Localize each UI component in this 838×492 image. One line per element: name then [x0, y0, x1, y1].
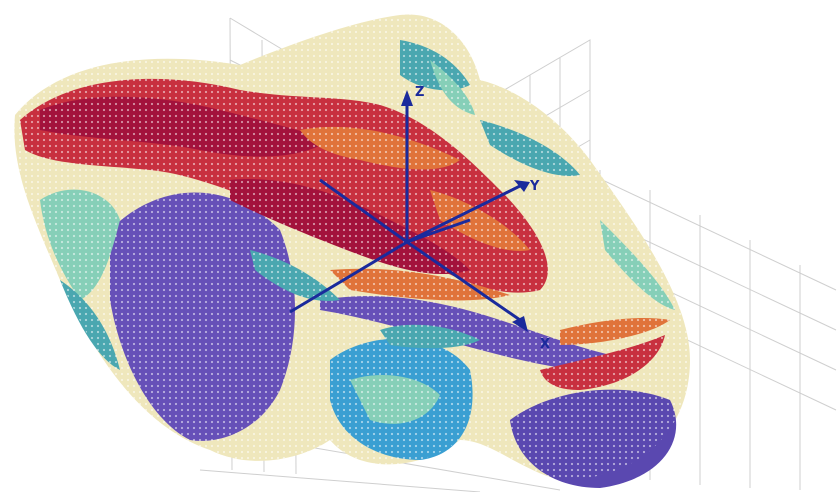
block-model [14, 14, 691, 488]
axis-y-label: Y [529, 179, 540, 194]
axes-triad [289, 90, 530, 332]
axis-x-label: X [540, 337, 550, 352]
axis-z-label: Z [415, 85, 424, 100]
